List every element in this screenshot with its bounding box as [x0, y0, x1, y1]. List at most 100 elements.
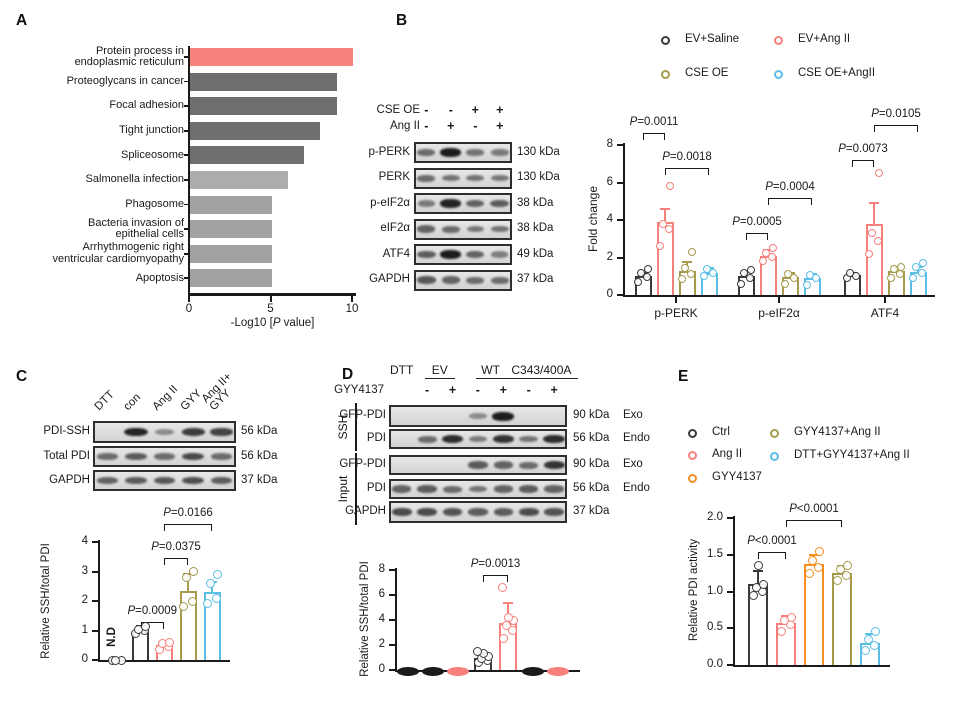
- treatment-symbol: -: [526, 383, 531, 397]
- y-tick-label: 4: [81, 535, 88, 547]
- blot-group-header: WT: [475, 363, 506, 379]
- treatment-symbol: -: [473, 119, 478, 133]
- kda-label: 56 kDa: [573, 432, 610, 444]
- protein-band: [491, 149, 509, 156]
- pathway-bar: [190, 220, 272, 239]
- treatment-label: Ang II: [389, 120, 420, 132]
- data-point: [860, 645, 870, 655]
- protein-band: [466, 149, 485, 156]
- blot-box: [414, 218, 512, 240]
- pathway-axis-tick: [183, 277, 189, 280]
- y-tick-label: 0.0: [707, 658, 723, 670]
- legend-marker-icon: [774, 70, 783, 79]
- pathway-bar: [190, 244, 272, 263]
- data-point: [678, 275, 686, 284]
- blot-box: [93, 421, 236, 443]
- significance-bracket: [164, 524, 212, 531]
- y-tick-label: 0: [81, 653, 88, 665]
- data-point: [656, 242, 664, 251]
- zero-value-marker: [397, 666, 419, 676]
- protein-band: [154, 428, 175, 436]
- significance-bracket: [786, 520, 842, 527]
- data-point: [497, 583, 507, 592]
- legend-marker-icon: [688, 451, 697, 460]
- protein-band: [417, 508, 438, 516]
- y-tick-label: 2: [81, 594, 88, 606]
- error-bar: [757, 570, 759, 585]
- data-point: [814, 546, 824, 556]
- significance-bracket: [665, 168, 709, 175]
- protein-band: [210, 476, 233, 485]
- blot-row-label: PERK: [378, 171, 410, 183]
- data-point: [758, 579, 768, 589]
- treatment-symbol: -: [425, 383, 430, 397]
- significance-bracket: [852, 160, 874, 167]
- error-bar: [187, 574, 189, 591]
- data-point: [753, 561, 763, 571]
- y-axis-tick: [617, 144, 623, 146]
- y-tick-label: 6: [378, 588, 385, 600]
- data-point: [841, 570, 851, 580]
- blot-row-label: Total PDI: [43, 449, 90, 462]
- y-axis-tick: [389, 644, 395, 646]
- blot-box: [389, 405, 567, 427]
- p-value-label: P=0.0166: [163, 507, 213, 519]
- protein-band: [153, 476, 176, 485]
- data-point: [875, 169, 883, 178]
- protein-band: [417, 435, 437, 443]
- pathway-axis-tick: [183, 80, 189, 83]
- error-bar-cap: [660, 207, 670, 210]
- x-axis-line: [188, 293, 356, 296]
- y-axis-tick: [617, 219, 623, 221]
- data-point: [919, 259, 927, 268]
- pathway-bar: [190, 269, 272, 288]
- protein-band: [417, 225, 436, 233]
- pathway-axis-tick: [183, 203, 189, 206]
- error-bar-cap: [682, 261, 692, 264]
- data-point: [688, 247, 696, 256]
- legend-label: CSE OE: [685, 67, 729, 79]
- data-point: [700, 272, 708, 281]
- blot-side-group-line: [355, 453, 357, 525]
- blot-group-header: EV: [424, 363, 455, 379]
- protein-band: [441, 174, 460, 182]
- kda-label: 38 kDa: [517, 196, 554, 209]
- protein-band: [466, 199, 485, 208]
- data-point: [868, 229, 876, 238]
- pathway-bar: [190, 72, 337, 91]
- protein-band: [391, 508, 412, 516]
- x-axis-tick: [188, 295, 190, 302]
- data-point: [781, 279, 789, 288]
- data-point: [832, 575, 842, 585]
- data-point: [643, 273, 651, 282]
- data-point: [507, 625, 517, 635]
- protein-band: [469, 412, 487, 420]
- protein-band: [519, 435, 539, 443]
- protein-band: [468, 485, 488, 493]
- error-bar-cap: [809, 553, 819, 556]
- legend-marker-icon: [688, 474, 697, 483]
- data-point: [842, 561, 852, 571]
- legend-marker-icon: [661, 36, 670, 45]
- blot-box: [414, 244, 512, 265]
- y-axis-tick: [727, 553, 733, 556]
- data-point: [503, 613, 513, 622]
- pathway-label: Phagosome: [125, 197, 184, 210]
- y-tick-label: 0.5: [707, 621, 723, 634]
- protein-band: [491, 174, 509, 182]
- y-tick-label: 4: [378, 613, 385, 625]
- y-axis-line: [98, 540, 101, 662]
- pathway-label: Arrhythmogenic right ventricular cardiom…: [52, 241, 184, 265]
- kda-label: 37 kDa: [517, 273, 554, 285]
- protein-band: [543, 460, 565, 470]
- zero-value-marker: [522, 666, 544, 676]
- legend-label: DTT+GYY4137+Ang II: [794, 449, 910, 461]
- x-axis-tick: [269, 295, 272, 302]
- protein-band: [182, 476, 205, 485]
- blot-row-label: eIF2α: [380, 222, 410, 234]
- protein-band: [518, 485, 539, 493]
- y-axis-tick: [617, 181, 623, 184]
- blot-box: [414, 167, 512, 189]
- protein-band: [417, 174, 436, 182]
